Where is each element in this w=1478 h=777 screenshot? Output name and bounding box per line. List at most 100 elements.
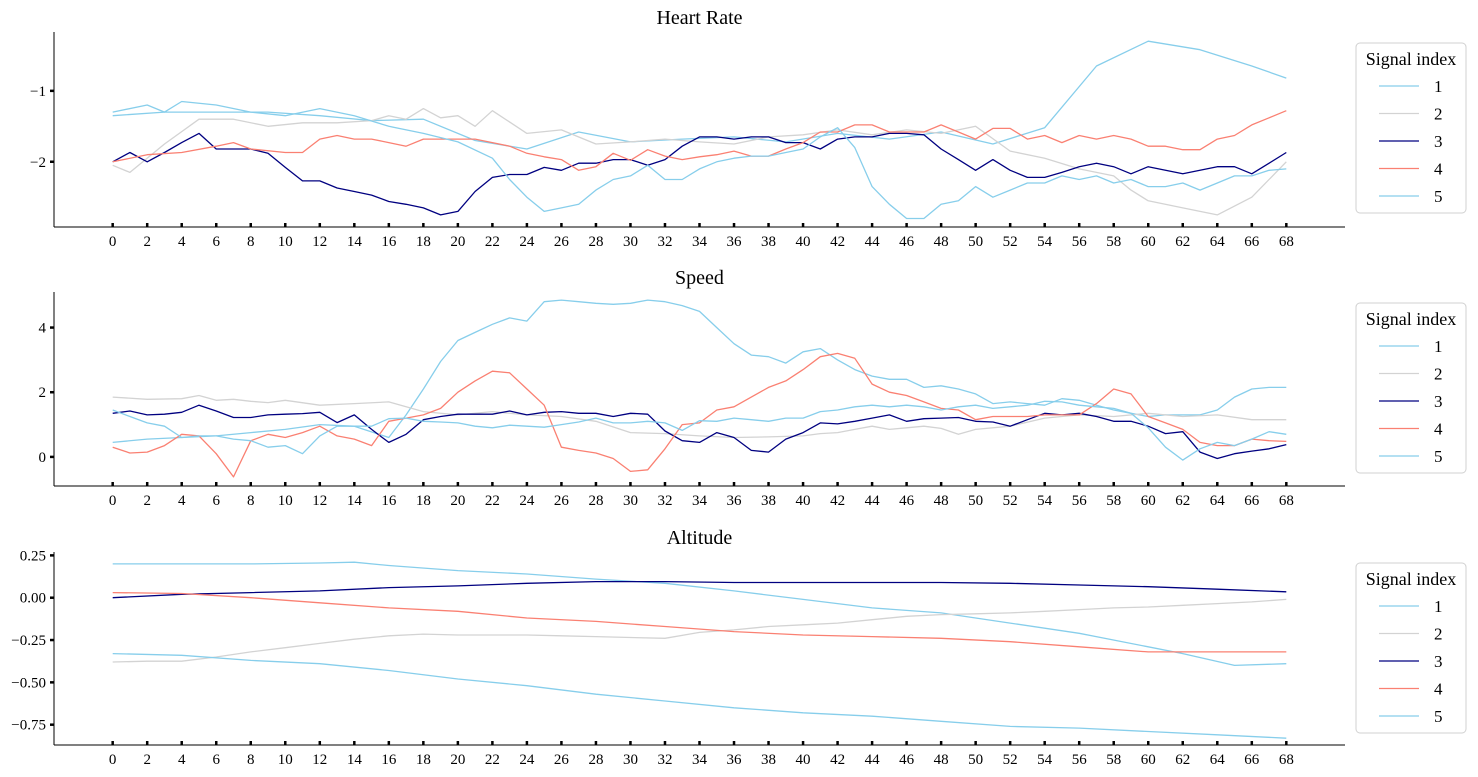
x-tick-label: 36 (727, 234, 743, 250)
x-tick-label: 40 (796, 493, 811, 509)
legend-label-4: 4 (1434, 420, 1443, 439)
x-tick-label: 60 (1141, 234, 1156, 250)
legend-label-3: 3 (1434, 652, 1443, 671)
x-tick-label: 68 (1279, 752, 1294, 768)
x-tick-label: 66 (1244, 493, 1260, 509)
series-5-line (112, 400, 1287, 461)
x-tick-label: 44 (865, 752, 881, 768)
x-tick-label: 54 (1037, 493, 1053, 509)
y-tick-label: 0.00 (20, 591, 46, 607)
x-tick-label: 12 (312, 493, 327, 509)
x-tick-label: 34 (692, 493, 708, 509)
x-tick-label: 8 (247, 234, 255, 250)
legend-label-5: 5 (1434, 447, 1443, 466)
x-tick-label: 42 (830, 234, 845, 250)
series-5-line (112, 100, 1287, 220)
x-tick-label: 42 (830, 752, 845, 768)
x-tick-label: 20 (450, 752, 465, 768)
x-tick-label: 16 (381, 493, 397, 509)
x-tick-label: 50 (968, 234, 983, 250)
x-tick-label: 36 (727, 493, 743, 509)
legend: Signal index 1 2 3 4 5 (1355, 302, 1467, 474)
x-tick-label: 68 (1279, 234, 1294, 250)
x-tick-label: 34 (692, 234, 708, 250)
legend-label-3: 3 (1434, 132, 1443, 151)
x-tick-label: 28 (588, 234, 603, 250)
x-tick-label: 32 (657, 493, 672, 509)
x-tick-label: 0 (109, 493, 117, 509)
series-3-line (112, 132, 1287, 216)
x-tick-label: 16 (381, 752, 397, 768)
y-tick-label: −0.25 (11, 633, 46, 649)
x-tick-label: 4 (178, 493, 186, 509)
series-1-line (112, 40, 1287, 150)
legend-label-5: 5 (1434, 187, 1443, 206)
legend-title: Signal index (1366, 49, 1457, 69)
y-tick-label: 0.25 (20, 548, 46, 564)
x-tick-label: 56 (1072, 493, 1088, 509)
x-tick-label: 6 (212, 234, 220, 250)
x-tick-label: 66 (1244, 752, 1260, 768)
x-tick-label: 52 (1003, 752, 1018, 768)
x-tick-label: 48 (934, 234, 949, 250)
x-tick-label: 62 (1175, 493, 1190, 509)
legend-label-3: 3 (1434, 392, 1443, 411)
legend-label-2: 2 (1434, 625, 1443, 644)
x-tick-label: 18 (416, 234, 431, 250)
x-tick-label: 10 (278, 234, 293, 250)
legend-title: Signal index (1366, 309, 1457, 329)
x-tick-label: 64 (1210, 752, 1226, 768)
legend-label-1: 1 (1434, 77, 1443, 96)
x-tick-label: 58 (1106, 752, 1121, 768)
x-tick-label: 32 (657, 234, 672, 250)
x-tick-label: 12 (312, 752, 327, 768)
x-tick-label: 6 (212, 752, 220, 768)
x-tick-label: 46 (899, 752, 915, 768)
legend-label-1: 1 (1434, 597, 1443, 616)
x-tick-label: 54 (1037, 752, 1053, 768)
x-tick-label: 26 (554, 752, 570, 768)
x-tick-label: 4 (178, 752, 186, 768)
x-tick-label: 12 (312, 234, 327, 250)
x-tick-label: 32 (657, 752, 672, 768)
x-tick-label: 42 (830, 493, 845, 509)
series-3-line (112, 580, 1287, 599)
x-tick-label: 54 (1037, 234, 1053, 250)
x-tick-label: 30 (623, 234, 638, 250)
x-tick-label: 16 (381, 234, 397, 250)
x-tick-label: 52 (1003, 234, 1018, 250)
x-tick-label: 6 (212, 493, 220, 509)
x-tick-label: 64 (1210, 234, 1226, 250)
legend-label-4: 4 (1434, 680, 1443, 699)
x-tick-label: 46 (899, 234, 915, 250)
x-tick-label: 28 (588, 493, 603, 509)
series-2-line (112, 394, 1287, 439)
y-tick-label: −0.50 (11, 675, 46, 691)
x-tick-label: 40 (796, 752, 811, 768)
legend: Signal index 1 2 3 4 5 (1355, 42, 1467, 214)
series-1-line (112, 299, 1287, 444)
x-tick-label: 0 (109, 234, 117, 250)
series-2-line (112, 107, 1287, 216)
x-tick-label: 26 (554, 234, 570, 250)
x-tick-label: 24 (519, 752, 535, 768)
x-tick-label: 34 (692, 752, 708, 768)
legend-label-5: 5 (1434, 707, 1443, 726)
y-tick-label: −2 (30, 155, 46, 171)
legend: Signal index 1 2 3 4 5 (1355, 562, 1467, 734)
panel-title: Heart Rate (656, 7, 742, 29)
x-tick-label: 38 (761, 752, 776, 768)
x-tick-label: 22 (485, 752, 500, 768)
x-tick-label: 22 (485, 493, 500, 509)
series-1-line (112, 561, 1287, 667)
x-tick-label: 52 (1003, 493, 1018, 509)
x-tick-label: 8 (247, 752, 255, 768)
x-tick-label: 60 (1141, 752, 1156, 768)
legend-label-4: 4 (1434, 160, 1443, 179)
x-tick-label: 50 (968, 752, 983, 768)
x-tick-label: 0 (109, 752, 117, 768)
